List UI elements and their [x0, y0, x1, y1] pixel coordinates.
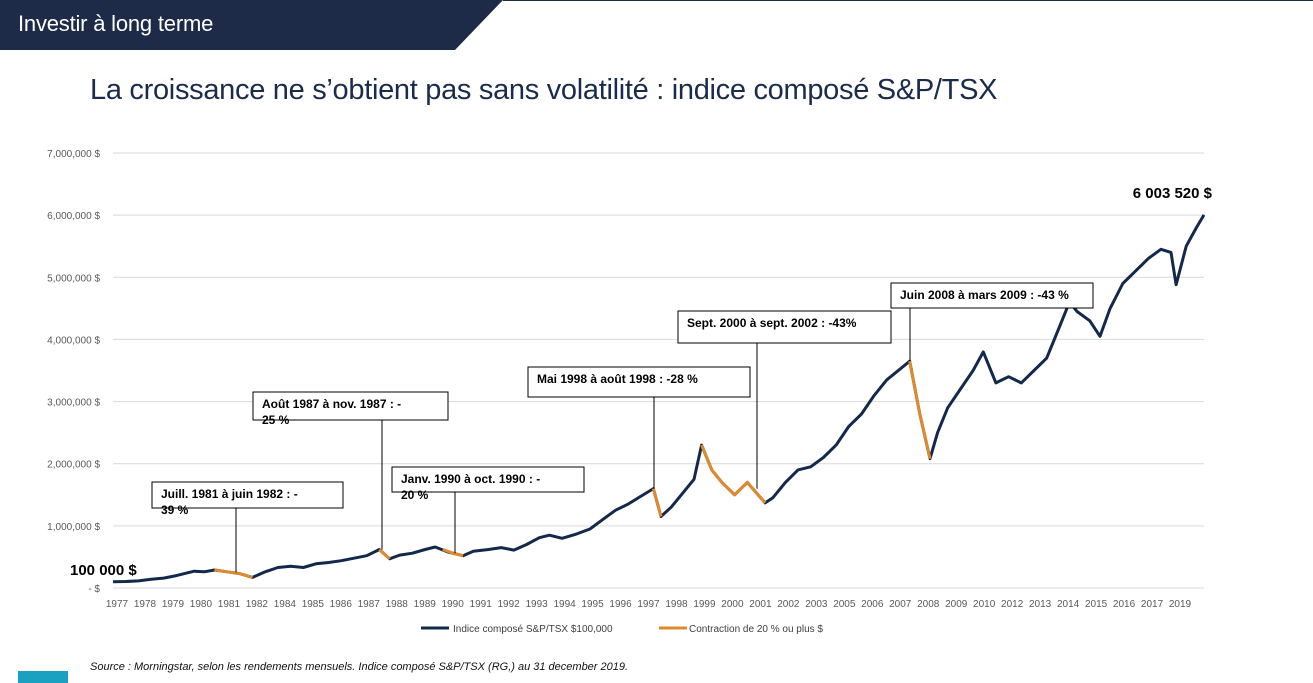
x-tick-label: 1984 — [274, 599, 297, 610]
annotation-text: Janv. 1990 à oct. 1990 : -20 %Janv. 1990… — [401, 472, 540, 502]
x-tick-label: 2016 — [1113, 599, 1136, 610]
x-tick-label: 2000 — [721, 599, 744, 610]
x-tick-label: 1991 — [470, 599, 493, 610]
x-tick-label: 2013 — [1029, 599, 1052, 610]
annotation-box — [252, 391, 449, 421]
x-tick-label: 1985 — [302, 599, 325, 610]
x-tick-label: 1998 — [665, 599, 688, 610]
header-shape — [0, 0, 1313, 50]
x-tick-label: 1992 — [498, 599, 521, 610]
y-tick-label: 1,000,000 $ — [47, 522, 100, 533]
series-line-index — [112, 214, 1206, 584]
x-tick-label: 1997 — [637, 599, 660, 610]
x-tick-label: 2006 — [861, 599, 884, 610]
x-tick-label: 1995 — [581, 599, 604, 610]
series-line-contraction — [442, 548, 464, 558]
series-line-contraction — [214, 568, 253, 579]
x-tick-label: 2005 — [833, 599, 856, 610]
x-tick-label: 1980 — [190, 599, 213, 610]
annotation-text: Juill. 1981 à juin 1982 : -39 %Juill. 19… — [161, 487, 298, 517]
x-tick-label: 1988 — [386, 599, 409, 610]
y-tick-label: 5,000,000 $ — [47, 273, 100, 284]
x-tick-label: 1996 — [609, 599, 632, 610]
annotation-box — [391, 466, 585, 493]
x-tick-label: 2010 — [973, 599, 996, 610]
y-tick-label: 2,000,000 $ — [47, 460, 100, 471]
header-title: Investir à long terme — [18, 11, 214, 36]
y-tick-label: 4,000,000 $ — [47, 335, 100, 346]
annotation-text: Mai 1998 à août 1998 : -28 %Mai 1998 à a… — [537, 372, 698, 386]
x-tick-label: 1994 — [553, 599, 576, 610]
x-tick-label: 1990 — [442, 599, 465, 610]
y-tick-label: - $ — [88, 584, 100, 595]
start-value-label: 100 000 $ — [70, 562, 137, 579]
x-tick-label: 1993 — [525, 599, 548, 610]
x-tick-label: 2009 — [945, 599, 968, 610]
x-tick-label: 2002 — [777, 599, 800, 610]
x-tick-label: 2017 — [1141, 599, 1164, 610]
x-tick-label: 2019 — [1169, 599, 1192, 610]
y-tick-label: 6,000,000 $ — [47, 211, 100, 222]
annotation-box — [890, 282, 1094, 309]
source-note: Source : Morningstar, selon les rendemen… — [90, 661, 629, 673]
x-tick-label: 2012 — [1001, 599, 1024, 610]
page-title: La croissance ne s’obtient pas sans vola… — [90, 74, 998, 106]
series-line-contraction — [651, 488, 663, 517]
series-line-contraction — [908, 360, 932, 460]
annotation-text: Juin 2008 à mars 2009 : -43 %Juin 2008 à… — [900, 288, 1069, 302]
legend-label-contraction: Contraction de 20 % ou plus $ — [689, 624, 823, 635]
x-tick-label: 1981 — [218, 599, 241, 610]
legend-label-index: Indice composé S&P/TSX $100,000 — [453, 624, 613, 635]
x-tick-label: 1977 — [106, 599, 129, 610]
x-tick-label: 1987 — [358, 599, 381, 610]
y-tick-label: 7,000,000 $ — [47, 149, 100, 160]
x-tick-label: 2001 — [749, 599, 772, 610]
x-tick-label: 2003 — [805, 599, 828, 610]
x-tick-label: 1989 — [414, 599, 437, 610]
y-tick-label: 3,000,000 $ — [47, 398, 100, 409]
x-tick-label: 1979 — [162, 599, 185, 610]
annotation-box — [151, 481, 344, 509]
x-tick-label: 2008 — [917, 599, 940, 610]
annotation-box — [677, 310, 892, 344]
annotation-text: Août 1987 à nov. 1987 : -25 %Août 1987 à… — [262, 397, 401, 427]
x-tick-label: 1986 — [330, 599, 353, 610]
series-line-contraction — [378, 548, 391, 560]
header-band: Investir à long terme — [0, 0, 1313, 50]
x-tick-label: 2015 — [1085, 599, 1108, 610]
x-tick-label: 1982 — [246, 599, 269, 610]
x-tick-label: 2014 — [1057, 599, 1080, 610]
footer-accent-block — [18, 671, 68, 683]
x-tick-label: 2007 — [889, 599, 912, 610]
end-value-label: 6 003 520 $ — [1133, 185, 1213, 202]
chart: - $ 1,000,000 $ 2,000,000 $ 3,000,000 $ 4,00… — [47, 149, 1213, 635]
annotation-text: Sept. 2000 à sept. 2002 : -43%Sept. 2000… — [687, 316, 857, 330]
x-tick-label: 1978 — [134, 599, 157, 610]
x-tick-label: 1999 — [693, 599, 716, 610]
annotation-box — [527, 366, 751, 398]
series-line-contraction — [700, 444, 767, 504]
